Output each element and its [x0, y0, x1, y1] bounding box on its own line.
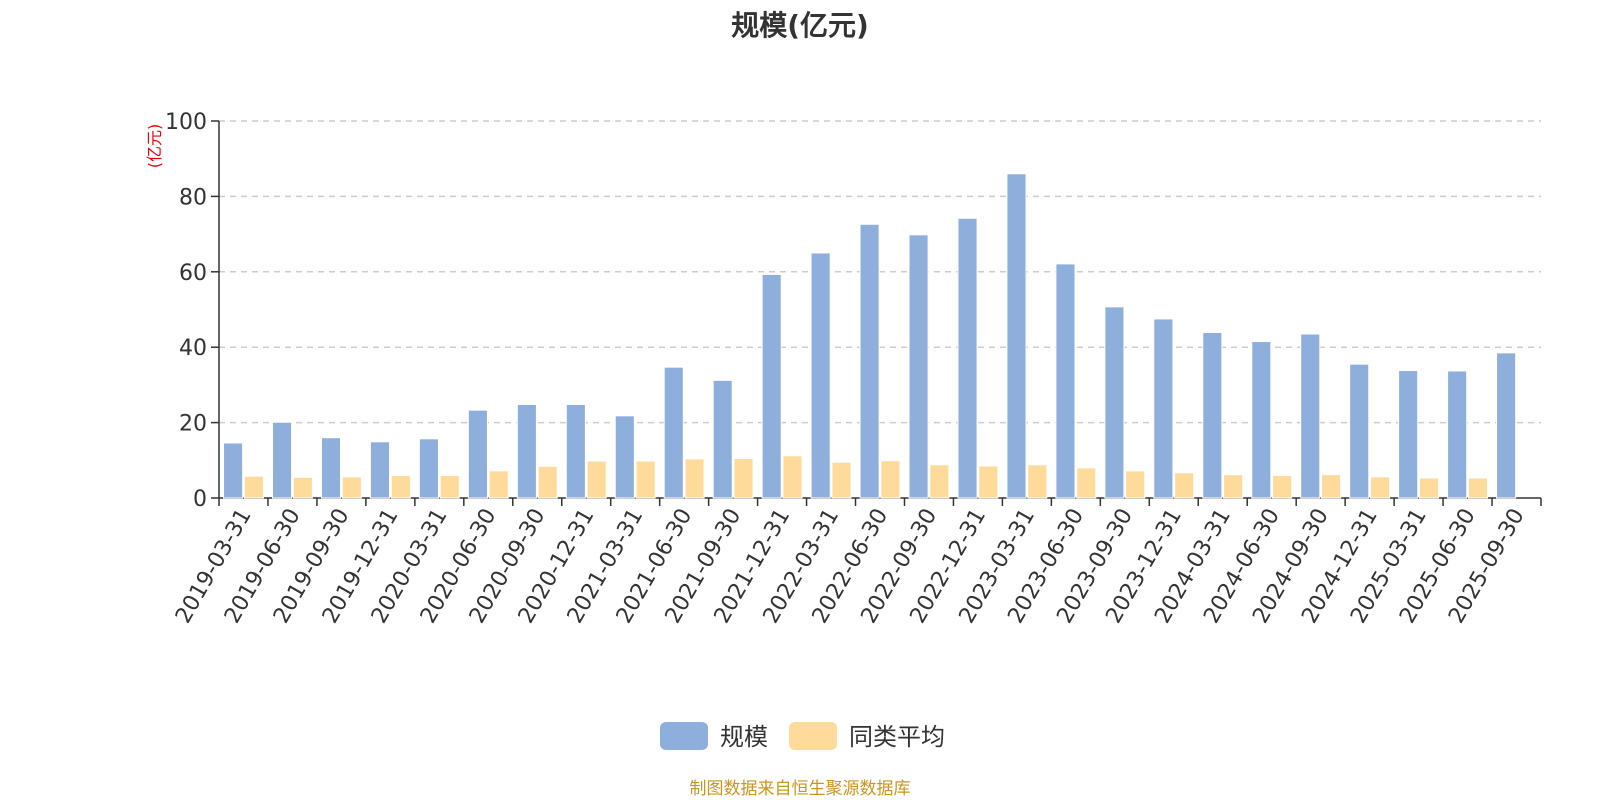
bar-scale [1104, 306, 1125, 499]
legend-label: 同类平均 [849, 723, 945, 751]
bar-peer-average [1321, 474, 1342, 499]
chart-title: 规模(亿元) [731, 9, 869, 42]
bar-scale [516, 404, 537, 499]
bar-scale [1006, 173, 1027, 499]
bar-peer-average [1272, 474, 1293, 499]
bar-peer-average [831, 461, 852, 499]
legend-swatch [789, 722, 837, 750]
legend-item-peer-average[interactable]: 同类平均 [789, 722, 945, 751]
bar-peer-average [488, 470, 509, 499]
bar-scale [908, 234, 929, 499]
bar-scale [1398, 370, 1419, 499]
legend-swatch [660, 722, 708, 750]
bar-scale [663, 366, 684, 499]
y-tick-label: 40 [179, 336, 207, 361]
bar-scale [810, 252, 831, 499]
bar-peer-average [586, 460, 607, 499]
bar-scale [467, 409, 488, 499]
bar-peer-average [880, 460, 901, 499]
bar-scale [859, 223, 880, 499]
bar-scale [271, 421, 293, 499]
bar-scale [418, 438, 439, 499]
bar-peer-average [1418, 477, 1440, 499]
bar-scale [1153, 318, 1174, 499]
bar-peer-average [390, 474, 411, 499]
bar-scale [1447, 370, 1468, 499]
bar-peer-average [537, 465, 558, 499]
bar-peer-average [635, 460, 656, 499]
y-tick-label: 0 [193, 487, 207, 512]
y-axis-ticks: 0 20 40 60 80 100 [165, 110, 219, 512]
bar-peer-average [1125, 470, 1146, 499]
bar-peer-average [341, 476, 362, 499]
y-tick-label: 100 [165, 110, 207, 135]
bar-peer-average [1369, 476, 1391, 499]
bar-scale [1496, 352, 1517, 499]
grid-lines [219, 120, 1541, 424]
bar-scale [1251, 341, 1272, 499]
data-source-note: 制图数据来自恒生聚源数据库 [690, 779, 911, 799]
bars [223, 173, 1517, 499]
y-tick-label: 60 [179, 261, 207, 286]
bar-peer-average [1174, 472, 1195, 499]
bar-peer-average [929, 464, 950, 499]
y-tick-label: 80 [179, 185, 207, 210]
bar-peer-average [684, 458, 705, 499]
bar-scale [957, 217, 978, 499]
legend-label: 规模 [720, 723, 768, 751]
y-tick-label: 20 [179, 412, 207, 437]
bar-scale [320, 437, 342, 499]
bar-peer-average [1027, 464, 1048, 499]
y-axis-unit-label: (亿元) [145, 124, 164, 169]
bar-peer-average [243, 475, 264, 499]
legend: 规模 同类平均 [660, 722, 945, 751]
bar-peer-average [978, 465, 999, 499]
bar-scale [1300, 333, 1321, 499]
bar-scale [565, 404, 586, 499]
bar-scale [1202, 331, 1223, 499]
bar-peer-average [1467, 477, 1489, 499]
bar-scale [223, 442, 244, 499]
bar-peer-average [439, 474, 460, 499]
bar-peer-average [1076, 467, 1097, 499]
x-axis-ticks: 2019-03-312019-06-302019-09-302019-12-31… [171, 498, 1542, 628]
bar-scale [1055, 263, 1076, 499]
bar-scale [1349, 363, 1370, 499]
bar-peer-average [292, 476, 313, 499]
bar-scale [712, 379, 733, 499]
legend-item-scale[interactable]: 规模 [660, 722, 768, 751]
bar-scale [761, 273, 782, 499]
bar-scale [614, 415, 635, 499]
bar-peer-average [733, 457, 754, 499]
axes [218, 121, 1541, 499]
bar-peer-average [1223, 474, 1244, 499]
bar-peer-average [782, 455, 803, 499]
bar-scale [369, 441, 391, 499]
